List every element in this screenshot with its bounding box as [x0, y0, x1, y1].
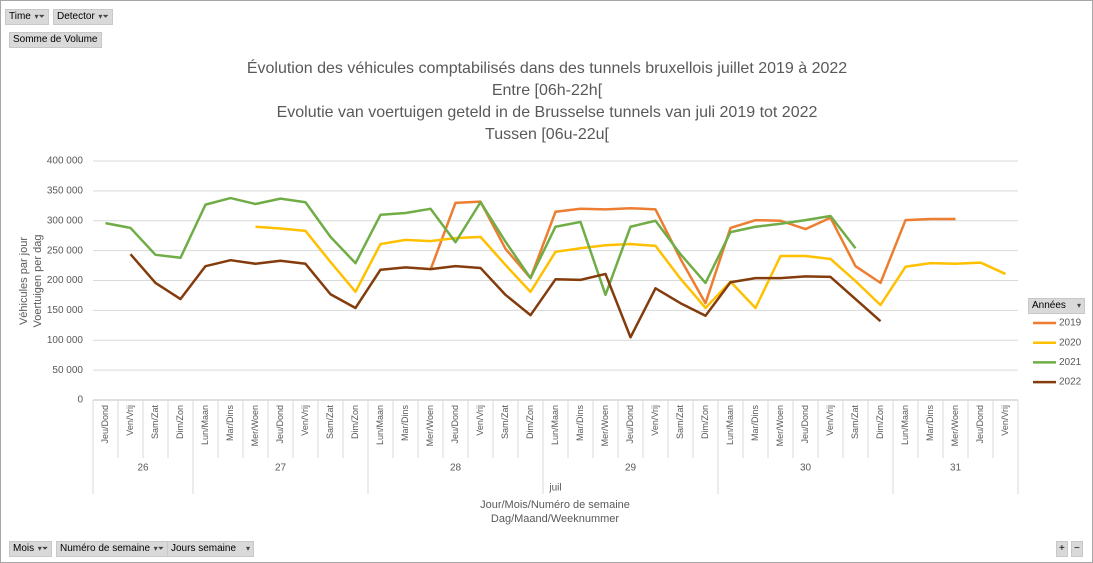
- x-tick-label: Lun/Maan: [200, 405, 210, 445]
- x-tick-label: Mar/Dins: [225, 405, 235, 442]
- x-tick-label: Ven/Vrij: [1000, 405, 1010, 436]
- x-tick-label: Mar/Dins: [750, 405, 760, 442]
- x-tick-label: Jeu/Dond: [100, 405, 110, 444]
- chart-title: Evolutie van voertuigen geteld in de Bru…: [277, 104, 818, 121]
- axis-field-label: Jours semaine: [171, 543, 237, 554]
- x-tick-label: Sam/Zat: [325, 405, 335, 440]
- y-tick-label: 400 000: [47, 156, 84, 167]
- y-tick-label: 100 000: [47, 335, 84, 346]
- x-tick-label: Dim/Zon: [525, 405, 535, 439]
- zoom-out-button[interactable]: −: [1071, 541, 1083, 557]
- x-tick-label: Ven/Vrij: [125, 405, 135, 436]
- x-tick-label: Lun/Maan: [375, 405, 385, 445]
- x-tick-label: Sam/Zat: [675, 405, 685, 440]
- chart-title: Tussen [06u-22u[: [485, 126, 609, 143]
- filter-label: Detector: [57, 11, 95, 22]
- axis-field-button[interactable]: Mois ▾⏷: [9, 541, 53, 557]
- x-axis-title: Jour/Mois/Numéro de semaine: [480, 499, 630, 511]
- x-tick-label: Mer/Woen: [425, 405, 435, 446]
- series-line: [255, 225, 1007, 310]
- week-label: 30: [800, 463, 812, 474]
- zoom-label: −: [1074, 543, 1080, 554]
- x-tick-label: Mer/Woen: [775, 405, 785, 446]
- filter-button[interactable]: Detector ▾⏷: [53, 9, 113, 25]
- legend-label: 2022: [1059, 377, 1082, 388]
- x-tick-label: Mer/Woen: [250, 405, 260, 446]
- week-label: 29: [625, 463, 637, 474]
- y-axis-title: Véhicules par jour: [18, 237, 30, 325]
- y-tick-label: 0: [77, 395, 83, 406]
- legend-label: 2020: [1059, 337, 1082, 348]
- value-field-button[interactable]: Somme de Volume: [9, 32, 102, 48]
- x-tick-label: Ven/Vrij: [650, 405, 660, 436]
- x-tick-label: Jeu/Dond: [625, 405, 635, 444]
- y-axis-title: Voertuigen per dag: [32, 235, 44, 328]
- week-label: 31: [950, 463, 962, 474]
- x-tick-label: Mar/Dins: [575, 405, 585, 442]
- y-tick-label: 200 000: [47, 275, 84, 286]
- x-tick-label: Jeu/Dond: [800, 405, 810, 444]
- y-tick-label: 350 000: [47, 186, 84, 197]
- zoom-in-button[interactable]: +: [1056, 541, 1068, 557]
- x-tick-label: Lun/Maan: [900, 405, 910, 445]
- week-label: 26: [137, 463, 149, 474]
- legend-field-label: Années: [1032, 300, 1066, 311]
- x-tick-label: Jeu/Dond: [275, 405, 285, 444]
- value-field-label: Somme de Volume: [13, 34, 98, 45]
- x-tick-label: Lun/Maan: [725, 405, 735, 445]
- x-tick-label: Sam/Zat: [500, 405, 510, 440]
- y-tick-label: 50 000: [52, 365, 83, 376]
- legend-label: 2019: [1059, 318, 1082, 329]
- y-tick-label: 150 000: [47, 305, 84, 316]
- y-tick-label: 300 000: [47, 215, 84, 226]
- axis-field-label: Numéro de semaine: [60, 543, 151, 554]
- axis-field-label: Mois: [13, 543, 35, 554]
- chart-title: Évolution des véhicules comptabilisés da…: [247, 58, 847, 77]
- legend-field-button[interactable]: Années ▾: [1028, 298, 1085, 314]
- y-tick-label: 250 000: [47, 245, 84, 256]
- filter-button[interactable]: Time ▾⏷: [5, 9, 49, 25]
- x-tick-label: Jeu/Dond: [450, 405, 460, 444]
- x-tick-label: Ven/Vrij: [475, 405, 485, 436]
- week-label: 28: [450, 463, 462, 474]
- x-tick-label: Ven/Vrij: [825, 405, 835, 436]
- series-line: [129, 253, 882, 339]
- zoom-label: +: [1059, 543, 1065, 554]
- x-tick-label: Jeu/Dond: [975, 405, 985, 444]
- x-tick-label: Dim/Zon: [875, 405, 885, 439]
- x-tick-label: Dim/Zon: [700, 405, 710, 439]
- chart-title: Entre [06h-22h[: [492, 82, 603, 99]
- x-tick-label: Sam/Zat: [850, 405, 860, 440]
- axis-field-button[interactable]: Numéro de semaine ▾⏷: [56, 541, 169, 557]
- month-label: juil: [548, 483, 561, 494]
- legend-label: 2021: [1059, 357, 1082, 368]
- x-tick-label: Lun/Maan: [550, 405, 560, 445]
- series-line: [429, 200, 956, 305]
- x-tick-label: Dim/Zon: [350, 405, 360, 439]
- filter-label: Time: [9, 11, 31, 22]
- series-line: [105, 196, 857, 297]
- x-tick-label: Mar/Dins: [925, 405, 935, 442]
- x-tick-label: Mer/Woen: [950, 405, 960, 446]
- week-label: 27: [275, 463, 287, 474]
- x-tick-label: Dim/Zon: [175, 405, 185, 439]
- x-tick-label: Mar/Dins: [400, 405, 410, 442]
- x-axis-title: Dag/Maand/Weeknummer: [491, 513, 620, 525]
- axis-field-button[interactable]: Jours semaine ▾: [167, 541, 255, 557]
- x-tick-label: Sam/Zat: [150, 405, 160, 440]
- x-tick-label: Ven/Vrij: [300, 405, 310, 436]
- x-tick-label: Mer/Woen: [600, 405, 610, 446]
